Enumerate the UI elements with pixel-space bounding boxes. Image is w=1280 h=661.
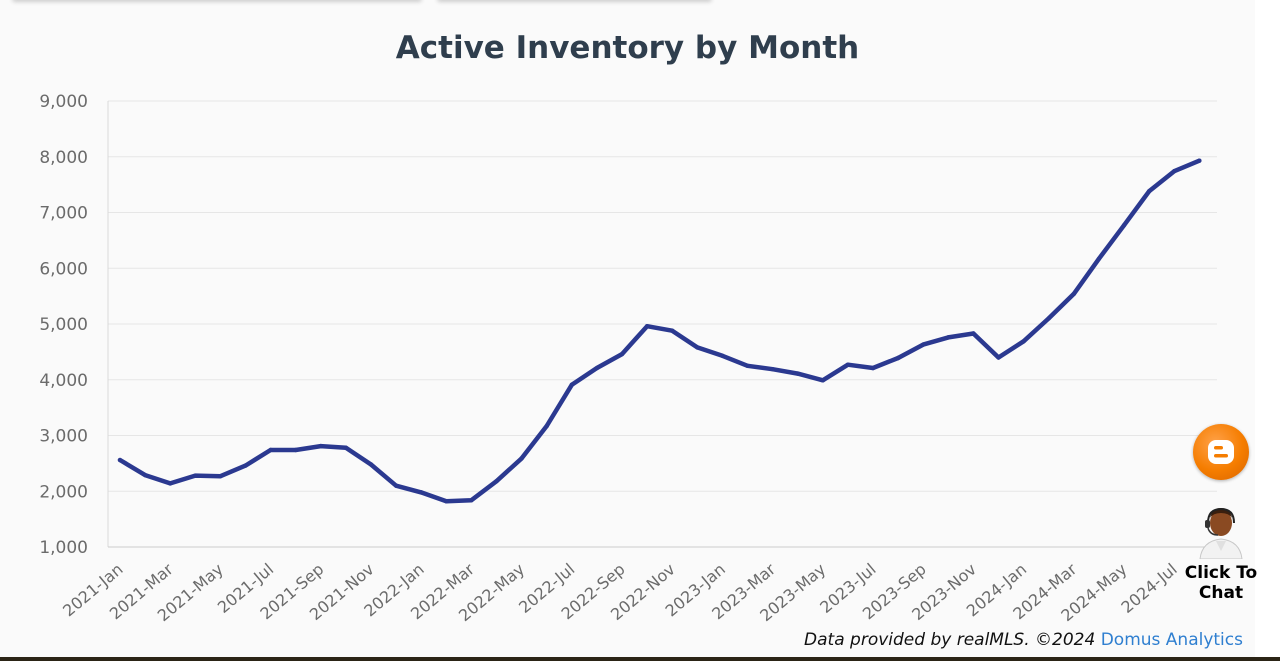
series-layer — [117, 158, 1202, 504]
y-tick-label: 6,000 — [39, 259, 88, 279]
support-agent-icon — [1199, 507, 1243, 560]
data-point[interactable] — [1021, 339, 1026, 344]
data-point[interactable] — [519, 456, 524, 461]
inventory-line-chart: 1,000 2,000 3,000 4,000 5,000 6,000 7,000 8,000… — [39, 92, 1217, 625]
y-tick-label: 8,000 — [39, 148, 88, 168]
data-point[interactable] — [895, 355, 901, 361]
data-point[interactable] — [619, 351, 625, 357]
data-point[interactable] — [494, 479, 499, 484]
data-point[interactable] — [1121, 223, 1127, 228]
chat-label-line1: Click To — [1184, 563, 1258, 583]
data-point[interactable] — [343, 445, 349, 450]
domus-analytics-link[interactable]: Domus Analytics — [1100, 630, 1243, 650]
bottom-bar — [0, 657, 1280, 661]
data-point[interactable] — [670, 328, 675, 333]
data-point[interactable] — [419, 490, 424, 495]
data-point[interactable] — [996, 355, 1001, 360]
data-point[interactable] — [218, 473, 223, 479]
data-point[interactable] — [820, 378, 825, 383]
data-point[interactable] — [870, 365, 876, 371]
data-point[interactable] — [318, 443, 323, 449]
data-credit: Data provided by realMLS. ©2024 Domus An… — [804, 630, 1243, 650]
y-tick-label: 4,000 — [39, 371, 88, 391]
data-point[interactable] — [243, 463, 248, 468]
y-tick-label: 5,000 — [39, 315, 88, 335]
series-line — [117, 158, 1202, 504]
data-point[interactable] — [444, 499, 449, 504]
blogger-icon[interactable] — [1193, 424, 1249, 480]
data-point[interactable] — [971, 331, 976, 336]
data-point[interactable] — [569, 382, 574, 387]
grid-lines — [108, 100, 1217, 492]
data-point[interactable] — [1172, 169, 1177, 174]
data-point[interactable] — [268, 447, 273, 453]
data-point[interactable] — [393, 483, 399, 488]
data-point[interactable] — [117, 457, 123, 463]
x-tick-label: 2024-Jul — [1117, 560, 1180, 617]
click-to-chat-widget[interactable]: Click To Chat — [1176, 505, 1266, 603]
y-tick-label: 3,000 — [39, 427, 88, 447]
right-margin-strip — [1255, 0, 1280, 661]
chart-title: Active Inventory by Month — [395, 30, 860, 66]
y-tick-label: 9,000 — [39, 92, 88, 112]
data-point[interactable] — [946, 335, 951, 340]
y-tick-label: 1,000 — [39, 538, 88, 558]
data-point[interactable] — [1071, 291, 1077, 297]
x-axis-ticks: 2021-Jan2021-Mar2021-May2021-Jul2021-Sep… — [59, 559, 1181, 625]
data-point[interactable] — [368, 462, 374, 467]
y-tick-label: 7,000 — [39, 204, 88, 224]
data-point[interactable] — [695, 345, 700, 350]
data-point[interactable] — [644, 324, 650, 329]
data-point[interactable] — [1046, 316, 1051, 321]
y-axis-ticks: 1,000 2,000 3,000 4,000 5,000 6,000 7,000 8,000… — [39, 92, 88, 558]
data-point[interactable] — [544, 423, 549, 429]
data-point[interactable] — [921, 342, 926, 347]
axes — [107, 101, 1217, 548]
data-point[interactable] — [293, 447, 298, 453]
data-point[interactable] — [845, 362, 851, 367]
blogger-logo-icon — [1208, 440, 1234, 464]
data-point[interactable] — [193, 473, 198, 478]
data-point[interactable] — [745, 363, 750, 369]
data-point[interactable] — [720, 353, 725, 358]
data-point[interactable] — [469, 497, 474, 503]
chat-label-line2: Chat — [1198, 583, 1244, 603]
data-point[interactable] — [770, 366, 775, 372]
credit-text: Data provided by realMLS. ©2024 — [804, 630, 1096, 650]
data-point[interactable] — [1146, 189, 1152, 194]
data-point[interactable] — [795, 371, 800, 376]
data-point[interactable] — [1096, 256, 1102, 261]
data-point[interactable] — [1197, 158, 1202, 163]
data-point[interactable] — [594, 365, 600, 371]
data-point[interactable] — [168, 481, 173, 486]
y-tick-label: 2,000 — [39, 482, 88, 502]
data-point[interactable] — [142, 472, 148, 478]
